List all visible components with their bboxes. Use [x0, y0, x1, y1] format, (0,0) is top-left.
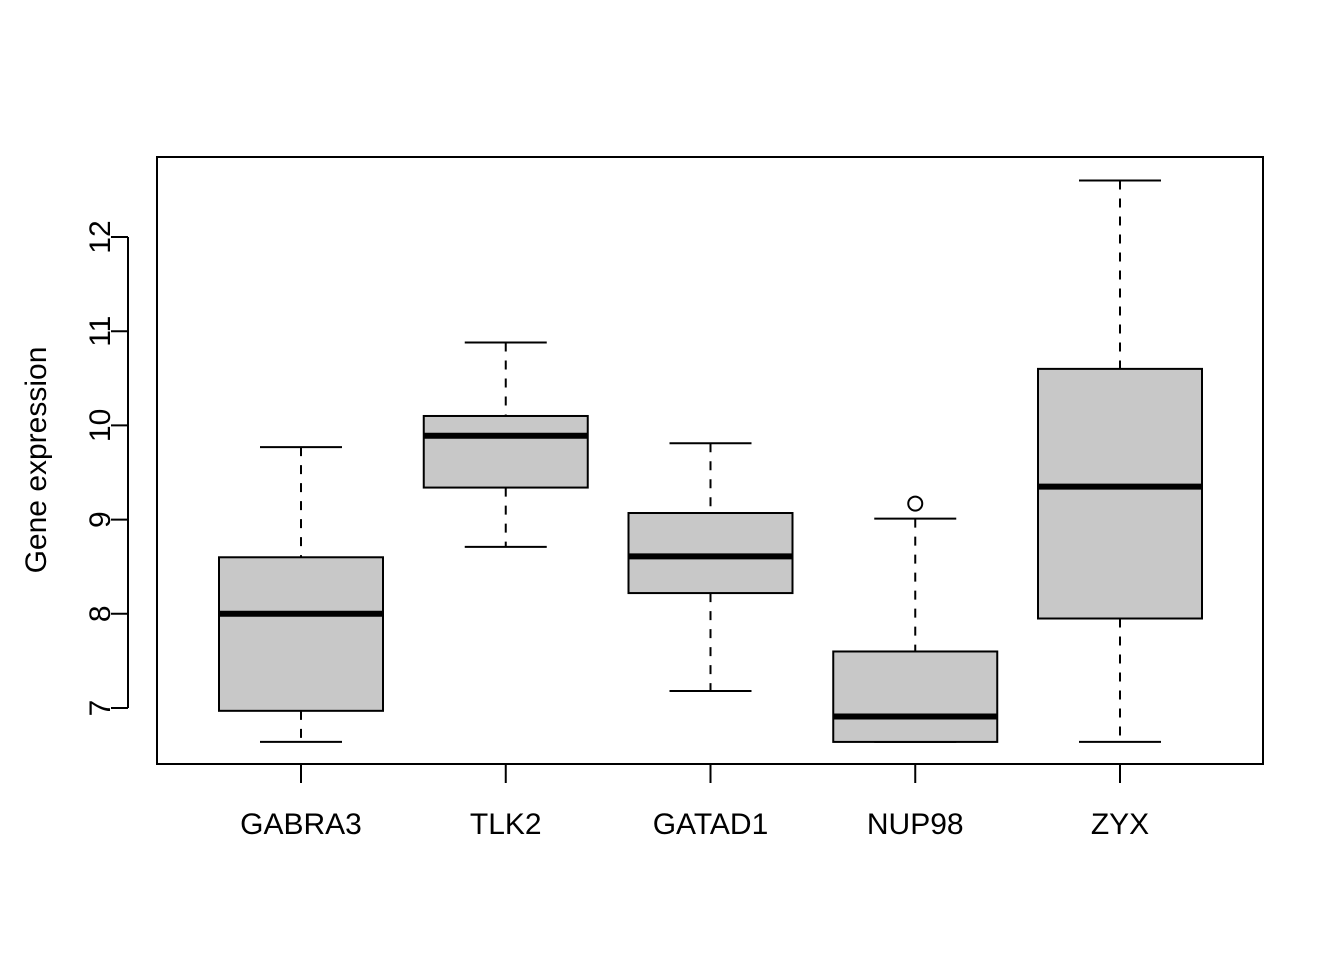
iqr-box	[832, 650, 999, 743]
box-nup98	[832, 495, 999, 743]
y-tick-label: 11	[84, 316, 117, 347]
y-tick-label: 9	[84, 511, 117, 528]
x-tick-label: GABRA3	[240, 808, 362, 841]
boxes	[218, 179, 1203, 743]
box-zyx	[1037, 179, 1203, 743]
y-axis: 7 8 9 10 11 12	[84, 220, 129, 717]
box-gabra3	[218, 446, 384, 743]
y-tick-label: 8	[84, 605, 117, 622]
iqr-box	[627, 512, 794, 595]
x-axis: GABRA3 TLK2 GATAD1 NUP98 ZYX	[240, 764, 1149, 841]
outlier-point	[907, 495, 924, 512]
x-tick-label: GATAD1	[653, 808, 769, 841]
box-tlk2	[422, 341, 589, 548]
x-tick-label: ZYX	[1091, 808, 1149, 841]
iqr-box	[1037, 367, 1203, 620]
iqr-box	[422, 414, 589, 489]
y-axis-label: Gene expression	[20, 347, 53, 574]
y-tick-label: 12	[84, 220, 117, 253]
y-tick-label: 10	[84, 409, 117, 442]
iqr-box	[218, 556, 384, 712]
x-tick-label: TLK2	[470, 808, 542, 841]
y-tick-label: 7	[84, 700, 117, 717]
x-tick-label: NUP98	[867, 808, 964, 841]
box-gatad1	[627, 442, 794, 693]
